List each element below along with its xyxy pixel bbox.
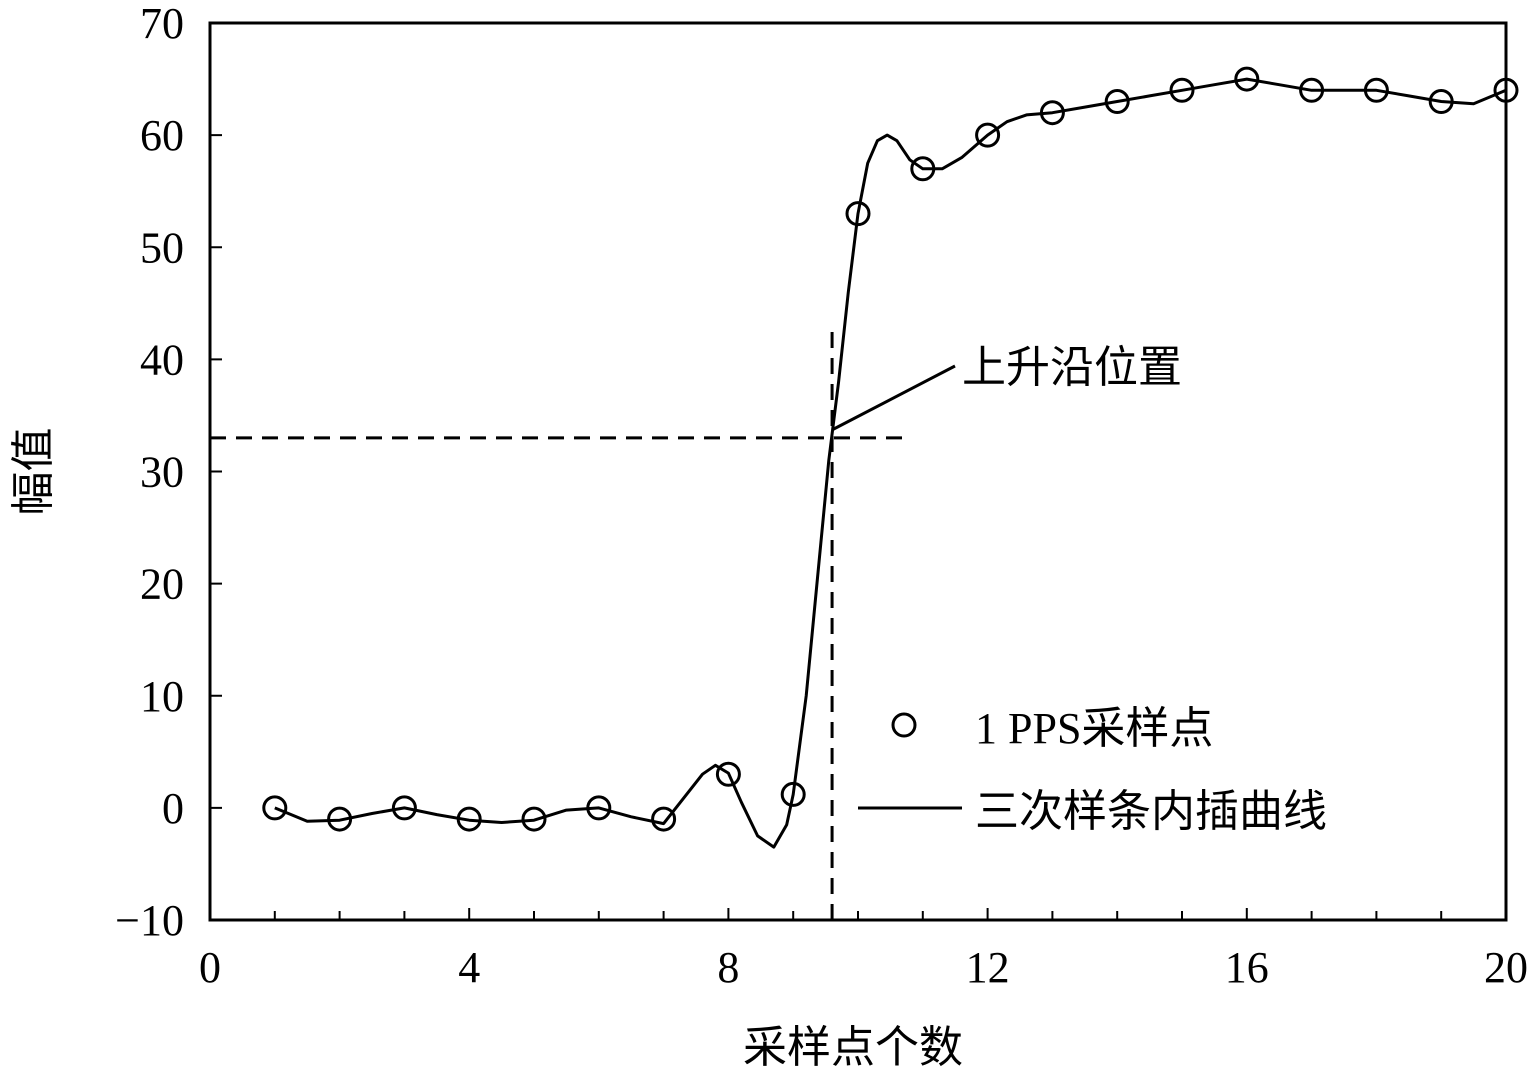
y-tick-label: 60 (140, 111, 184, 160)
sample-point (521, 806, 547, 832)
x-tick-label: 0 (199, 943, 221, 992)
sample-point (910, 156, 936, 182)
sample-point (975, 122, 1001, 148)
sample-point (1039, 100, 1065, 126)
spline-curve (274, 77, 1507, 849)
sample-point (586, 795, 612, 821)
y-tick-label: 70 (140, 0, 184, 48)
y-tick-label: 0 (162, 784, 184, 833)
x-tick-label: 16 (1225, 943, 1269, 992)
x-tick-label: 8 (717, 943, 739, 992)
y-tick-label: −10 (115, 896, 184, 945)
sample-point (1299, 77, 1325, 103)
sample-point (327, 806, 353, 832)
legend-marker-circle (891, 712, 917, 738)
sample-point (1428, 88, 1454, 114)
sample-point (1493, 77, 1519, 103)
y-tick-label: 10 (140, 672, 184, 721)
sample-point (651, 806, 677, 832)
series-layer (262, 66, 1519, 849)
x-tick-label: 12 (966, 943, 1010, 992)
y-tick-label: 40 (140, 335, 184, 384)
y-axis-title: 幅值 (8, 428, 59, 516)
x-tick-label: 4 (458, 943, 480, 992)
sample-point (715, 761, 741, 787)
legend-label-spline: 三次样条内插曲线 (975, 787, 1327, 836)
sample-point (1234, 66, 1260, 92)
sample-point (456, 806, 482, 832)
plot-frame (208, 21, 1508, 922)
legend: 1 PPS采样点 三次样条内插曲线 (858, 704, 1327, 836)
axes: 0 4 8 12 16 20 −10 0 10 20 30 40 50 60 70 (115, 0, 1528, 992)
y-tick-label: 20 (140, 560, 184, 609)
sample-point (1363, 77, 1389, 103)
x-axis-title: 采样点个数 (743, 1022, 963, 1070)
sample-point (1169, 77, 1195, 103)
reference-lines (210, 325, 904, 920)
sample-point (780, 781, 806, 807)
annotation-leader-line (831, 364, 956, 432)
legend-label-samples: 1 PPS采样点 (975, 704, 1213, 753)
y-tick-label: 50 (140, 223, 184, 272)
sample-point (391, 795, 417, 821)
sample-point (845, 201, 871, 227)
x-tick-label: 20 (1484, 943, 1528, 992)
sample-point (262, 795, 288, 821)
annotation-label: 上升沿位置 (962, 342, 1182, 393)
annotation: 上升沿位置 (831, 342, 1182, 432)
sample-point (1104, 88, 1130, 114)
y-tick-label: 30 (140, 448, 184, 497)
